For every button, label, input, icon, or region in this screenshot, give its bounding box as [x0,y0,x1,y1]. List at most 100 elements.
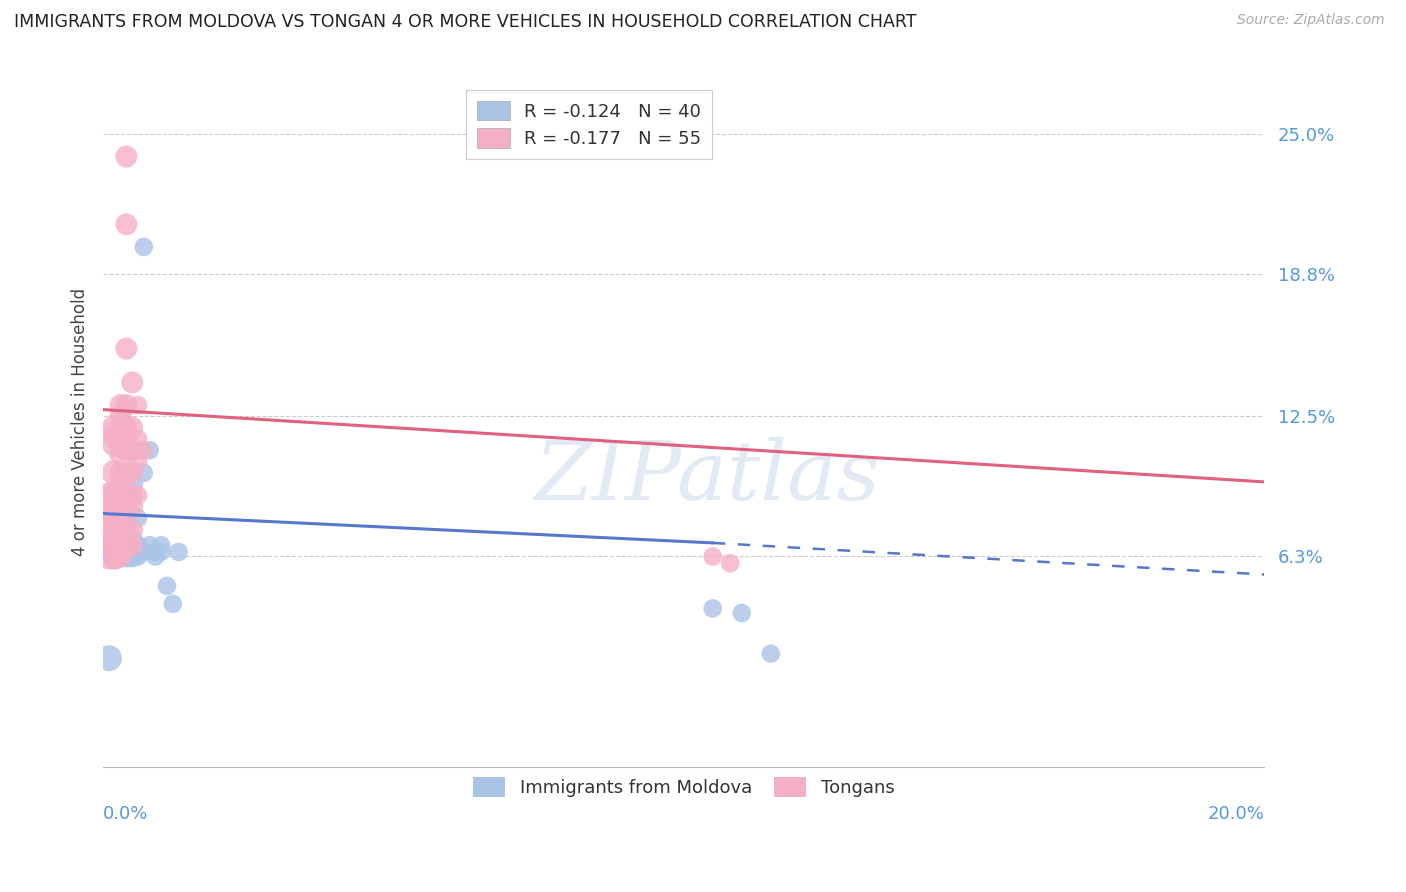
Text: IMMIGRANTS FROM MOLDOVA VS TONGAN 4 OR MORE VEHICLES IN HOUSEHOLD CORRELATION CH: IMMIGRANTS FROM MOLDOVA VS TONGAN 4 OR M… [14,13,917,31]
Point [110,533,132,548]
Point [145,549,167,564]
Point [127,432,149,446]
Point [104,545,127,559]
Point [104,420,127,434]
Point [110,545,132,559]
Point [138,538,160,552]
Point [97,511,120,525]
Point [121,477,143,491]
Point [104,538,127,552]
Point [115,432,138,446]
Point [167,545,190,559]
Point [115,149,138,163]
Point [150,538,173,552]
Point [115,538,138,552]
Point [127,538,149,552]
Point [121,376,143,390]
Point [110,545,132,559]
Point [121,545,143,559]
Point [104,549,127,564]
Point [718,556,741,570]
Point [115,217,138,231]
Point [110,439,132,453]
Point [759,647,782,661]
Point [110,511,132,525]
Point [110,409,132,424]
Point [110,477,132,491]
Point [110,425,132,440]
Point [104,538,127,552]
Y-axis label: 4 or more Vehicles in Household: 4 or more Vehicles in Household [72,288,89,556]
Point [104,466,127,480]
Point [156,579,179,593]
Text: Source: ZipAtlas.com: Source: ZipAtlas.com [1237,13,1385,28]
Point [138,443,160,458]
Point [150,545,173,559]
Point [121,538,143,552]
Point [132,545,155,559]
Point [115,545,138,559]
Point [110,398,132,412]
Point [121,522,143,536]
Point [104,436,127,450]
Point [132,443,155,458]
Point [127,398,149,412]
Point [110,533,132,548]
Text: 0.0%: 0.0% [103,805,149,823]
Point [121,533,143,548]
Point [104,549,127,564]
Point [115,443,138,458]
Point [104,511,127,525]
Point [97,488,120,502]
Point [115,549,138,564]
Point [115,488,138,502]
Point [702,601,724,615]
Point [110,466,132,480]
Point [97,522,120,536]
Point [104,500,127,514]
Point [110,500,132,514]
Point [127,545,149,559]
Point [104,488,127,502]
Point [110,488,132,502]
Point [121,538,143,552]
Point [110,448,132,462]
Text: 20.0%: 20.0% [1208,805,1264,823]
Point [702,549,724,564]
Legend: Immigrants from Moldova, Tongans: Immigrants from Moldova, Tongans [464,768,904,805]
Point [115,342,138,356]
Point [731,606,754,620]
Point [127,488,149,502]
Point [97,549,120,564]
Point [115,420,138,434]
Point [162,597,184,611]
Point [110,538,132,552]
Point [127,511,149,525]
Point [115,538,138,552]
Point [115,398,138,412]
Point [115,522,138,536]
Point [97,651,120,665]
Point [121,500,143,514]
Point [121,443,143,458]
Point [110,538,132,552]
Point [132,466,155,480]
Point [110,522,132,536]
Point [110,549,132,564]
Point [115,511,138,525]
Text: ZIPatlas: ZIPatlas [534,437,880,517]
Point [121,488,143,502]
Point [121,466,143,480]
Point [110,524,132,539]
Point [110,549,132,564]
Point [115,500,138,514]
Point [115,533,138,548]
Point [132,240,155,254]
Point [104,533,127,548]
Point [121,420,143,434]
Point [115,466,138,480]
Point [127,454,149,468]
Point [121,549,143,564]
Point [127,549,149,564]
Point [104,529,127,543]
